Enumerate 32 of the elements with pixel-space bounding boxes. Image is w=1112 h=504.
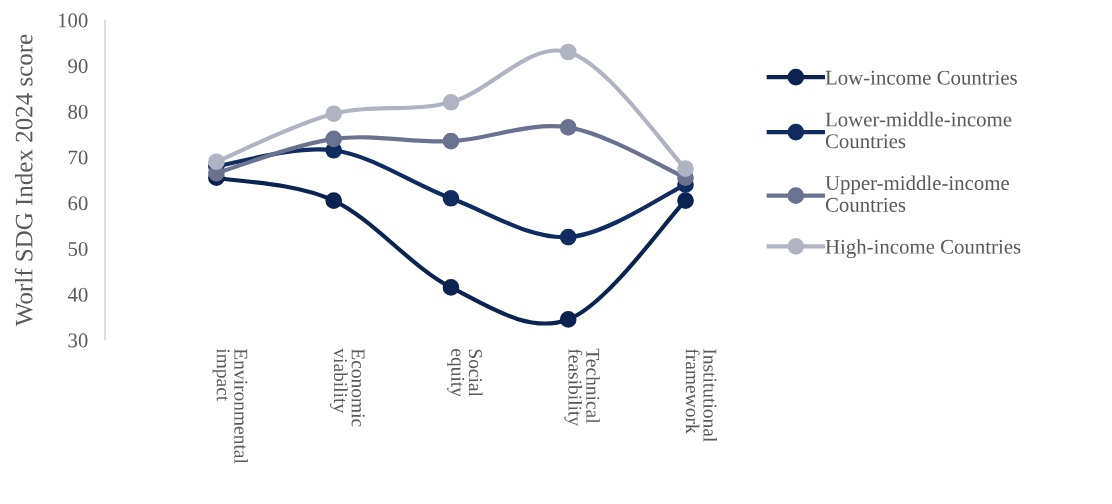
point (677, 192, 694, 209)
x-tick-label: Technical feasibility (564, 348, 600, 427)
point (559, 311, 577, 328)
y-tick-label: 100 (58, 13, 88, 28)
point (325, 105, 343, 123)
y-tick-label: 30 (68, 333, 88, 348)
point (325, 130, 343, 148)
point (442, 279, 460, 296)
point (559, 228, 577, 246)
point (442, 93, 460, 111)
y-axis-title: Worlf SDG Index 2024 score (14, 34, 33, 327)
y-tick-label: 60 (68, 196, 88, 211)
x-tick-label: Environmental impact (212, 348, 248, 464)
point (325, 192, 343, 209)
legend-label: Lower-middle-income Countries (825, 111, 1012, 149)
legend-label: High-income Countries (825, 239, 1021, 259)
point (559, 119, 577, 136)
y-tick-label: 70 (68, 150, 88, 165)
point (559, 43, 577, 61)
point (208, 153, 225, 171)
y-tick-label: 50 (68, 241, 88, 256)
x-tick-label: Institutional framework (685, 348, 718, 442)
y-tick-label: 40 (67, 287, 88, 302)
y-tick-label: 80 (68, 104, 88, 119)
point (677, 160, 694, 177)
legend-label: Low-income Countries (825, 70, 1017, 85)
point (442, 189, 460, 207)
legend-label: Upper-middle-income Countries (825, 175, 1009, 212)
point (442, 132, 460, 150)
x-tick-label: Economic viability (329, 348, 365, 427)
y-tick-label: 90 (68, 59, 88, 74)
x-tick-label: Social equity (447, 349, 483, 397)
